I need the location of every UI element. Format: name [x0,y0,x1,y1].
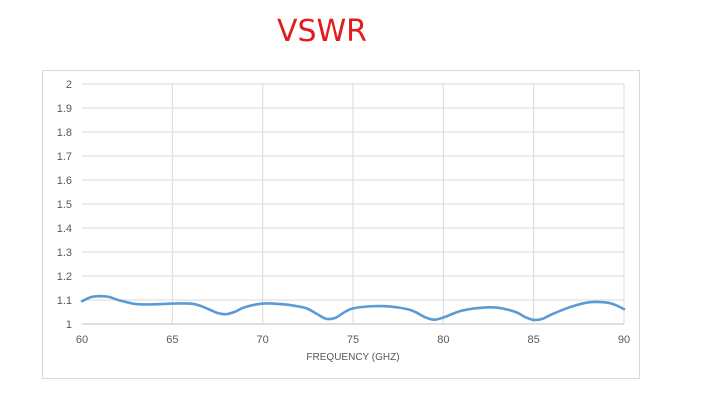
y-tick-label: 1 [66,319,72,331]
chart-title: VSWR [276,14,368,49]
y-tick-label: 1.2 [57,271,72,283]
x-tick-label: 90 [618,334,630,346]
x-tick-label: 60 [76,334,88,346]
x-tick-label: 85 [528,334,540,346]
x-axis-title: FREQUENCY (GHZ) [306,352,399,363]
vswr-series-line [80,294,626,322]
plot-frame [42,70,640,379]
x-tick-label: 80 [437,334,449,346]
y-tick-label: 1.1 [57,295,72,307]
y-tick-label: 1.5 [57,199,72,211]
y-tick-label: 1.6 [57,175,72,187]
y-tick-label: 1.8 [57,127,72,139]
y-tick-label: 1.3 [57,247,72,259]
y-tick-label: 1.9 [57,103,72,115]
y-tick-label: 1.4 [57,223,72,235]
y-tick-label: 2 [66,79,72,91]
x-tick-label: 75 [347,334,359,346]
x-tick-label: 65 [166,334,178,346]
x-tick-label: 70 [257,334,269,346]
y-tick-label: 1.7 [57,151,72,163]
